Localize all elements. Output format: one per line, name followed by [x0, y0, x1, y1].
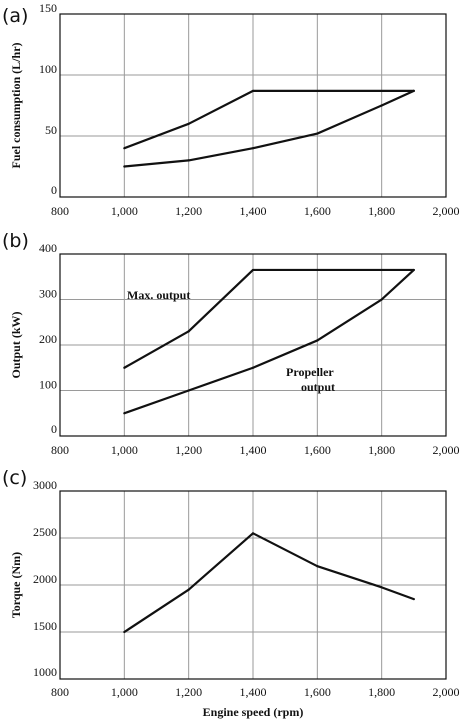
x-tick-label: 2,000 [433, 685, 460, 699]
x-tick-label: 1,200 [175, 443, 202, 457]
data-point [316, 565, 319, 568]
series-line [123, 269, 415, 415]
series-line [123, 89, 414, 150]
x-tick-label: 1,000 [111, 204, 138, 218]
data-point [187, 330, 190, 333]
x-axis-title: Engine speed (rpm) [203, 705, 304, 719]
x-tick-label: 1,200 [175, 204, 202, 218]
annotation-label: Max. output [127, 288, 190, 302]
x-tick-label: 1,800 [368, 443, 395, 457]
x-tick-label: 2,000 [433, 204, 460, 218]
panel-letter: (a) [2, 5, 28, 27]
plot-frame [59, 490, 447, 680]
data-point [412, 89, 415, 92]
data-point [316, 132, 319, 135]
x-tick-label: 1,400 [240, 685, 267, 699]
x-tick-label: 1,000 [111, 685, 138, 699]
data-point [187, 122, 190, 125]
data-point [251, 89, 255, 92]
data-point [187, 389, 190, 392]
data-point [412, 598, 415, 601]
x-tick-label: 1,800 [368, 685, 395, 699]
y-axis-title: Output (kW) [9, 311, 23, 378]
y-tick-label: 400 [39, 241, 57, 255]
data-point [251, 268, 255, 272]
data-point [251, 366, 255, 369]
data-point [316, 339, 319, 342]
data-point [251, 532, 255, 535]
y-tick-label: 200 [39, 332, 57, 346]
x-tick-label: 1,200 [175, 685, 202, 699]
x-tick-label: 800 [51, 443, 69, 457]
annotation-label: output [301, 380, 335, 394]
x-tick-label: 800 [51, 685, 69, 699]
series-line [124, 89, 415, 168]
data-point [380, 298, 383, 301]
panel-b: (b) 800 1,000 1,200 1,400 1,600 1,800 2,000 0 100… [2, 230, 460, 457]
series-line [123, 532, 415, 633]
y-tick-label: 150 [39, 1, 57, 15]
data-point [412, 268, 415, 272]
data-point [380, 104, 383, 107]
panel-letter: (b) [2, 230, 29, 252]
panel-letter: (c) [2, 467, 27, 489]
panel-a: (a) 800 1,000 1,200 1,400 1,600 1,800 2,000 0 50 1… [2, 1, 460, 218]
y-axis-title: Fuel consumption (L/hr) [9, 42, 23, 168]
y-tick-label: 100 [39, 62, 57, 76]
x-tick-label: 800 [51, 204, 69, 218]
y-tick-label: 100 [39, 378, 57, 392]
data-point [251, 147, 255, 150]
plot-frame [59, 253, 447, 437]
data-point [187, 159, 190, 162]
y-tick-label: 50 [45, 123, 57, 137]
data-point [123, 165, 126, 168]
plot-frame [59, 13, 447, 198]
x-tick-label: 1,600 [304, 204, 331, 218]
data-point [123, 147, 126, 150]
x-tick-label: 1,400 [240, 204, 267, 218]
series-line [123, 268, 414, 369]
y-tick-label: 2500 [33, 525, 57, 539]
x-tick-label: 2,000 [433, 443, 460, 457]
x-tick-label: 1,600 [304, 443, 331, 457]
y-tick-label: 1000 [33, 665, 57, 679]
annotation-label: Propeller [286, 365, 334, 379]
y-axis-title: Torque (Nm) [9, 552, 23, 618]
y-tick-label: 2000 [33, 572, 57, 586]
data-point [123, 630, 126, 634]
y-tick-label: 0 [51, 422, 57, 436]
x-tick-label: 1,800 [368, 204, 395, 218]
x-tick-label: 1,600 [304, 685, 331, 699]
data-point [123, 412, 126, 415]
y-tick-label: 3000 [33, 478, 57, 492]
data-point [187, 588, 190, 591]
y-tick-label: 0 [51, 183, 57, 197]
y-tick-label: 1500 [33, 619, 57, 633]
x-tick-label: 1,000 [111, 443, 138, 457]
y-tick-label: 300 [39, 287, 57, 301]
x-tick-label: 1,400 [240, 443, 267, 457]
data-point [123, 366, 126, 369]
panel-c: (c) 800 1,000 1,200 1,400 1,600 1,800 2,000 1000… [2, 467, 460, 719]
data-point [380, 586, 383, 589]
